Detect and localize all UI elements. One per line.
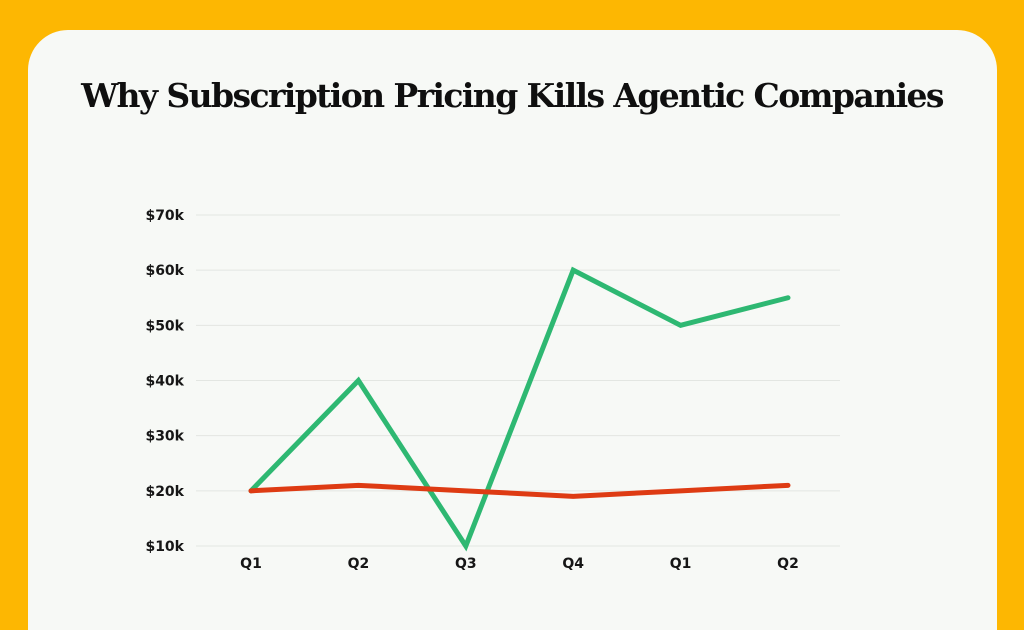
series-line-green	[248, 266, 791, 552]
y-tick-label: $20k	[145, 484, 184, 500]
y-tick-label: $70k	[145, 208, 184, 224]
grid-lines	[196, 214, 840, 547]
y-tick-label: $30k	[145, 429, 184, 445]
series-line-red	[248, 482, 791, 499]
x-tick-label: Q3	[455, 556, 477, 572]
series-lines	[248, 266, 791, 552]
y-tick-label: $60k	[145, 263, 184, 279]
y-tick-label: $40k	[145, 374, 184, 390]
x-tick-label: Q2	[777, 556, 799, 572]
chart-card	[28, 30, 997, 630]
x-tick-label: Q4	[562, 556, 584, 572]
y-tick-label: $10k	[145, 539, 184, 555]
x-axis-labels: Q1 Q2 Q3 Q4 Q1 Q2	[240, 556, 799, 572]
y-tick-label: $50k	[145, 318, 184, 334]
chart-title: Why Subscription Pricing Kills Agentic C…	[81, 76, 944, 115]
x-tick-label: Q1	[670, 556, 692, 572]
x-tick-label: Q1	[240, 556, 262, 572]
line-chart: $10k$20k$30k$40k$50k$60k$70k Q1 Q2 Q3 Q4 Q1 Q…	[145, 208, 840, 572]
y-axis-labels: $10k $20k $30k $40k $50k $60k $70k	[145, 208, 184, 555]
x-tick-label: Q2	[348, 556, 370, 572]
